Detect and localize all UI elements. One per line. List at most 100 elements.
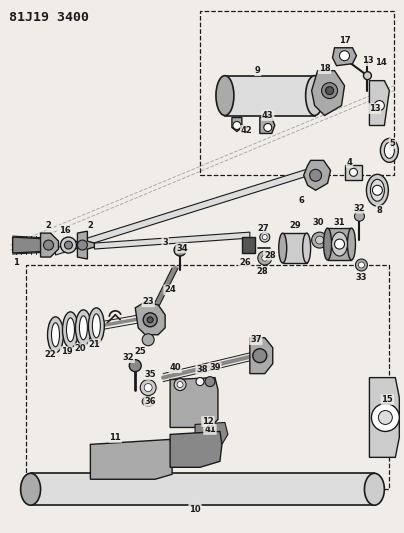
Text: 22: 22 [45, 350, 57, 359]
Text: 32: 32 [354, 204, 365, 213]
Polygon shape [170, 377, 218, 427]
Ellipse shape [80, 316, 87, 340]
Text: 14: 14 [375, 58, 387, 67]
Text: 23: 23 [142, 297, 154, 306]
Text: 3: 3 [162, 238, 168, 247]
Polygon shape [250, 338, 273, 374]
Circle shape [143, 313, 157, 327]
Polygon shape [170, 431, 222, 467]
Ellipse shape [364, 473, 384, 505]
Bar [225, 76, 315, 116]
Text: 12: 12 [202, 417, 214, 426]
Text: 2: 2 [87, 221, 93, 230]
Ellipse shape [366, 174, 388, 206]
Text: 18: 18 [319, 64, 330, 73]
Circle shape [326, 87, 334, 94]
Polygon shape [332, 48, 356, 66]
Circle shape [196, 377, 204, 385]
Circle shape [264, 124, 272, 132]
Text: 36: 36 [144, 397, 156, 406]
Text: 19: 19 [61, 347, 72, 356]
Text: 43: 43 [262, 111, 274, 120]
Circle shape [65, 241, 72, 249]
Text: 35: 35 [144, 370, 156, 379]
Ellipse shape [381, 139, 398, 163]
Circle shape [335, 239, 345, 249]
Bar [283, 233, 307, 263]
Circle shape [144, 384, 152, 392]
Text: 31: 31 [334, 217, 345, 227]
Text: 32: 32 [122, 353, 134, 362]
Polygon shape [195, 423, 228, 445]
Polygon shape [55, 168, 309, 255]
Text: 34: 34 [176, 244, 188, 253]
Text: 40: 40 [169, 363, 181, 372]
Circle shape [316, 236, 324, 244]
Circle shape [205, 377, 215, 386]
Ellipse shape [52, 323, 59, 347]
Circle shape [260, 232, 270, 242]
Ellipse shape [324, 228, 332, 260]
Circle shape [358, 262, 364, 268]
Circle shape [322, 83, 337, 99]
Text: 81J19 3400: 81J19 3400 [8, 11, 88, 24]
Polygon shape [369, 80, 389, 125]
Text: 8: 8 [377, 206, 382, 215]
Polygon shape [242, 237, 255, 253]
Circle shape [364, 71, 371, 79]
Ellipse shape [216, 76, 234, 116]
Polygon shape [13, 237, 50, 253]
Circle shape [372, 185, 382, 195]
Ellipse shape [93, 314, 100, 338]
Text: 25: 25 [135, 347, 146, 356]
Circle shape [253, 349, 267, 362]
Text: 17: 17 [339, 36, 350, 45]
Text: 16: 16 [59, 225, 70, 235]
Ellipse shape [384, 142, 394, 158]
Text: 28: 28 [264, 251, 276, 260]
Circle shape [147, 317, 153, 323]
Polygon shape [135, 302, 165, 335]
Text: 21: 21 [88, 340, 100, 349]
Text: 29: 29 [290, 221, 301, 230]
Text: 15: 15 [381, 395, 393, 404]
Text: 13: 13 [368, 104, 380, 113]
Polygon shape [90, 439, 172, 479]
Circle shape [375, 101, 384, 110]
Circle shape [140, 379, 156, 395]
Circle shape [61, 237, 76, 253]
Bar [200, 11, 394, 175]
Polygon shape [369, 377, 399, 457]
Text: 5: 5 [389, 139, 395, 148]
Text: 13: 13 [362, 56, 373, 65]
Text: 41: 41 [204, 425, 216, 434]
Circle shape [349, 168, 358, 176]
Text: 2: 2 [46, 221, 51, 230]
Polygon shape [232, 117, 242, 132]
Ellipse shape [303, 233, 311, 263]
Ellipse shape [48, 317, 63, 353]
Circle shape [177, 382, 183, 387]
Text: 9: 9 [255, 66, 261, 75]
Text: 37: 37 [250, 335, 261, 344]
Polygon shape [304, 160, 330, 190]
Text: 24: 24 [164, 285, 176, 294]
Circle shape [78, 240, 87, 250]
Circle shape [233, 122, 241, 130]
Circle shape [262, 235, 267, 240]
Circle shape [174, 378, 186, 391]
Text: 39: 39 [209, 363, 221, 372]
Ellipse shape [63, 312, 78, 348]
Circle shape [129, 360, 141, 372]
Circle shape [339, 51, 349, 61]
Ellipse shape [279, 233, 287, 263]
Circle shape [258, 251, 272, 265]
Polygon shape [40, 233, 59, 257]
Ellipse shape [142, 397, 154, 407]
Text: 6: 6 [299, 196, 305, 205]
Text: 4: 4 [347, 158, 352, 167]
Circle shape [144, 398, 152, 406]
Circle shape [309, 169, 322, 181]
Text: 42: 42 [241, 126, 253, 135]
Bar [25, 265, 389, 489]
